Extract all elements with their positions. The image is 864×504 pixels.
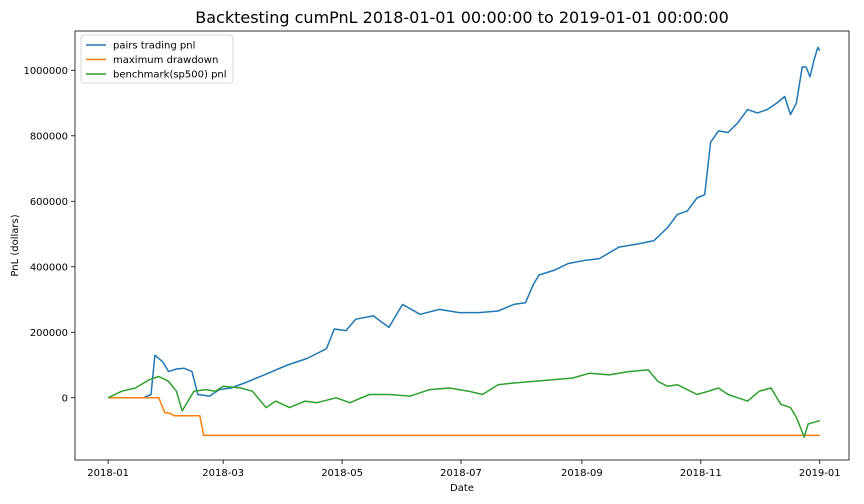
plot-frame bbox=[74, 30, 850, 461]
x-tick-label: 2018-07 bbox=[440, 468, 482, 479]
legend: pairs trading pnl maximum drawdown benchma… bbox=[80, 34, 234, 84]
legend-label: pairs trading pnl bbox=[113, 41, 195, 52]
legend-label: benchmark(sp500) pnl bbox=[113, 70, 227, 81]
series-line-2 bbox=[107, 369, 820, 438]
legend-label: maximum drawdown bbox=[113, 55, 218, 66]
x-tick-label: 2018-09 bbox=[561, 468, 603, 479]
x-tick-label: 2018-01 bbox=[87, 468, 129, 479]
x-tick-label: 2018-05 bbox=[321, 468, 363, 479]
legend-box bbox=[80, 34, 234, 84]
y-tick-label: 0 bbox=[62, 393, 68, 404]
chart-title: Backtesting cumPnL 2018-01-01 00:00:00 t… bbox=[195, 8, 729, 27]
y-tick-label: 1000000 bbox=[23, 66, 68, 77]
series-line-1 bbox=[108, 397, 820, 437]
y-tick-label: 200000 bbox=[30, 328, 68, 339]
plot-area: 2018-01 2018-03 2018-05 2018-07 2018-09 2018-… bbox=[23, 30, 850, 479]
y-tick-label: 800000 bbox=[30, 131, 68, 142]
x-tick-label: 2018-11 bbox=[680, 468, 722, 479]
x-tick-label: 2018-03 bbox=[202, 468, 244, 479]
y-tick-label: 600000 bbox=[30, 197, 68, 208]
y-axis-label: PnL (dollars) bbox=[10, 214, 21, 276]
series-line-0 bbox=[108, 46, 821, 399]
x-tick-label: 2019-01 bbox=[799, 468, 841, 479]
x-axis-label: Date bbox=[450, 483, 474, 494]
y-tick-label: 400000 bbox=[30, 262, 68, 273]
